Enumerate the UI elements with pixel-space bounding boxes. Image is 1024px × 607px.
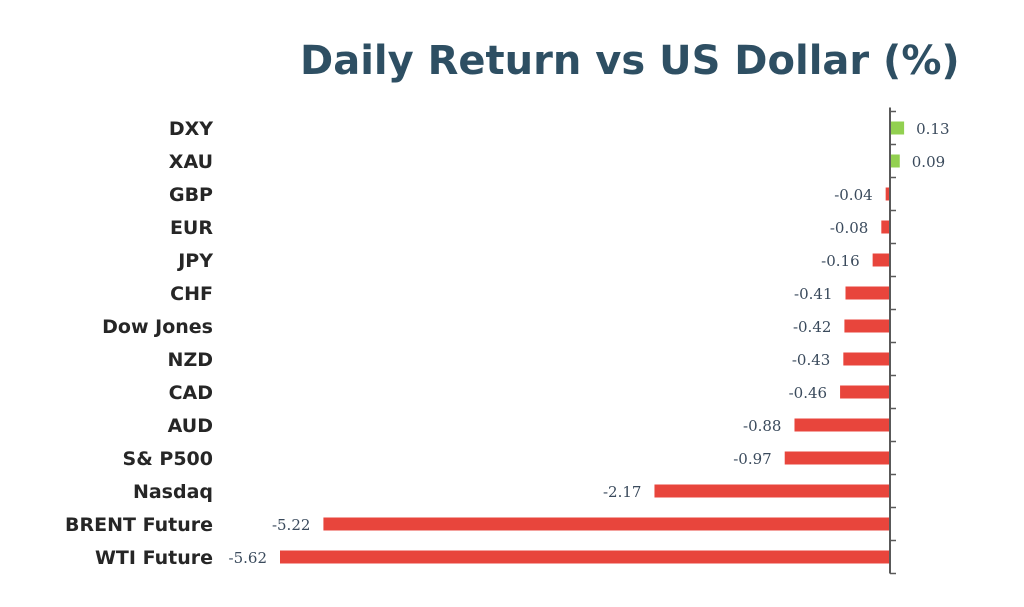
bar [323,517,890,531]
value-label: -0.08 [830,219,868,237]
category-label: S& P500 [123,448,213,470]
category-label: DXY [169,118,213,140]
value-label: -0.04 [834,186,872,204]
category-label: BRENT Future [65,514,213,536]
category-label: AUD [168,415,213,437]
value-label: 0.09 [912,153,945,171]
category-label: EUR [170,217,213,239]
category-label: Nasdaq [133,481,213,503]
bar [280,550,890,564]
category-label: GBP [169,184,213,206]
value-label: -0.16 [821,252,859,270]
bar [784,451,890,465]
category-label: XAU [169,151,213,173]
value-label: -5.62 [229,549,267,567]
category-label: Dow Jones [102,316,213,338]
category-label: NZD [168,349,213,371]
value-label: -0.97 [733,450,771,468]
value-label: -0.88 [743,417,781,435]
bar [843,352,890,366]
category-label: WTI Future [95,547,213,569]
bar [890,154,900,168]
bar [844,319,890,333]
bar [872,253,890,267]
value-label: -5.22 [272,516,310,534]
value-label: 0.13 [916,120,949,138]
category-label: JPY [176,250,213,272]
bar [845,286,890,300]
bar [885,187,890,201]
category-label: CHF [170,283,213,305]
bar [890,121,905,135]
bar [654,484,890,498]
bar [840,385,890,399]
value-label: -0.42 [793,318,831,336]
value-label: -0.41 [794,285,832,303]
value-label: -0.46 [789,384,827,402]
bar [881,220,890,234]
bar [794,418,890,432]
value-label: -2.17 [603,483,641,501]
chart-title: Daily Return vs US Dollar (%) [300,38,960,84]
value-label: -0.43 [792,351,830,369]
category-label: CAD [169,382,213,404]
